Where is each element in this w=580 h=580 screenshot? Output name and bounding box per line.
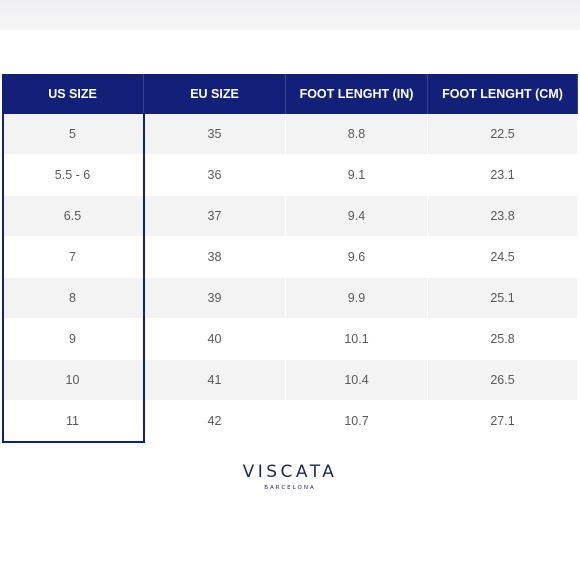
brand-name: VISCATA	[242, 462, 338, 482]
us-size-cell: 5	[2, 114, 144, 155]
foot-length-cm-cell: 22.5	[428, 114, 578, 155]
us-size-cell: 11	[2, 401, 144, 442]
foot-length-in-cell: 9.9	[286, 278, 428, 319]
foot-length-in-cell: 8.8	[286, 114, 428, 155]
brand-logo: VISCATA BARCELONA	[0, 462, 580, 491]
header-eu-size: EU SIZE	[144, 74, 286, 114]
foot-length-cm-cell: 23.1	[428, 155, 578, 196]
us-size-cell: 7	[2, 237, 144, 278]
eu-size-cell: 41	[144, 360, 286, 401]
header-foot-length-cm: FOOT LENGHT (CM)	[428, 74, 578, 114]
foot-length-in-cell: 9.4	[286, 196, 428, 237]
us-size-cell: 10	[2, 360, 144, 401]
foot-length-in-cell: 10.1	[286, 319, 428, 360]
foot-length-in-cell: 9.6	[286, 237, 428, 278]
foot-length-cm-cell: 23.8	[428, 196, 578, 237]
foot-length-cm-cell: 25.8	[428, 319, 578, 360]
foot-length-cm-cell: 25.1	[428, 278, 578, 319]
header-foot-length-in: FOOT LENGHT (IN)	[286, 74, 428, 114]
size-chart-table: US SIZE EU SIZE FOOT LENGHT (IN) FOOT LE…	[2, 74, 578, 442]
top-band	[0, 0, 580, 30]
us-size-cell: 8	[2, 278, 144, 319]
foot-length-cm-cell: 26.5	[428, 360, 578, 401]
foot-length-in-cell: 10.4	[286, 360, 428, 401]
eu-size-cell: 39	[144, 278, 286, 319]
brand-subtitle: BARCELONA	[264, 485, 316, 491]
us-size-cell: 9	[2, 319, 144, 360]
eu-size-cell: 35	[144, 114, 286, 155]
eu-size-cell: 37	[144, 196, 286, 237]
eu-size-cell: 42	[144, 401, 286, 442]
eu-size-cell: 38	[144, 237, 286, 278]
us-size-cell: 5.5 - 6	[2, 155, 144, 196]
eu-size-cell: 40	[144, 319, 286, 360]
header-us-size: US SIZE	[2, 74, 144, 114]
foot-length-cm-cell: 24.5	[428, 237, 578, 278]
eu-size-cell: 36	[144, 155, 286, 196]
us-size-cell: 6.5	[2, 196, 144, 237]
foot-length-in-cell: 10.7	[286, 401, 428, 442]
foot-length-cm-cell: 27.1	[428, 401, 578, 442]
foot-length-in-cell: 9.1	[286, 155, 428, 196]
